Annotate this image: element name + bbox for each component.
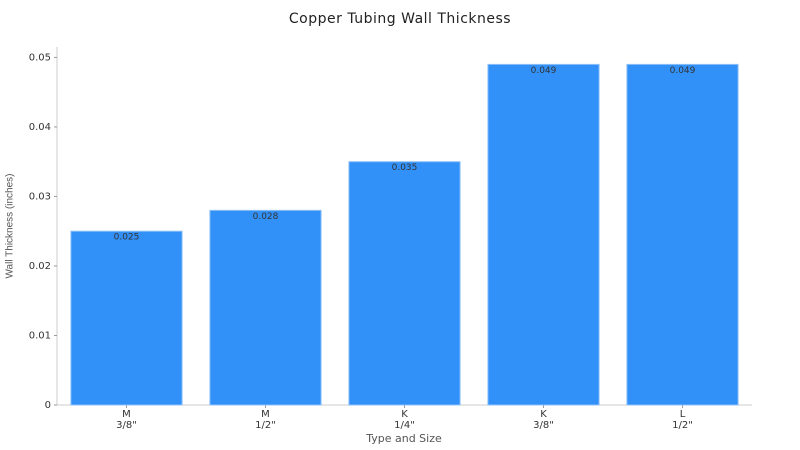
value-label: 0.035: [392, 163, 418, 173]
y-tick-label: 0: [45, 400, 51, 411]
value-label: 0.028: [253, 212, 279, 222]
x-tick-label: M 1/2": [255, 409, 276, 431]
value-label: 0.049: [531, 66, 557, 76]
x-tick-label: M 3/8": [116, 409, 137, 431]
x-axis-label: Type and Size: [365, 432, 442, 445]
bar: [70, 230, 183, 406]
y-tick-label: 0.03: [29, 191, 51, 202]
bar: [487, 63, 600, 406]
value-label: 0.025: [114, 233, 140, 243]
bar: [348, 161, 461, 406]
y-tick-label: 0.04: [29, 122, 51, 133]
value-label: 0.049: [670, 66, 696, 76]
y-tick-label: 0.01: [29, 330, 51, 341]
y-tick-label: 0.05: [29, 52, 51, 63]
x-tick-label: K 1/4": [394, 409, 415, 431]
x-tick-label: L 1/2": [672, 409, 693, 431]
chart-title: Copper Tubing Wall Thickness: [289, 11, 511, 27]
bar: [626, 63, 739, 406]
x-tick-label: K 3/8": [533, 409, 554, 431]
y-tick-label: 0.02: [29, 261, 51, 272]
y-axis-label: Wall Thickness (inches): [5, 173, 16, 278]
bar: [209, 209, 322, 406]
